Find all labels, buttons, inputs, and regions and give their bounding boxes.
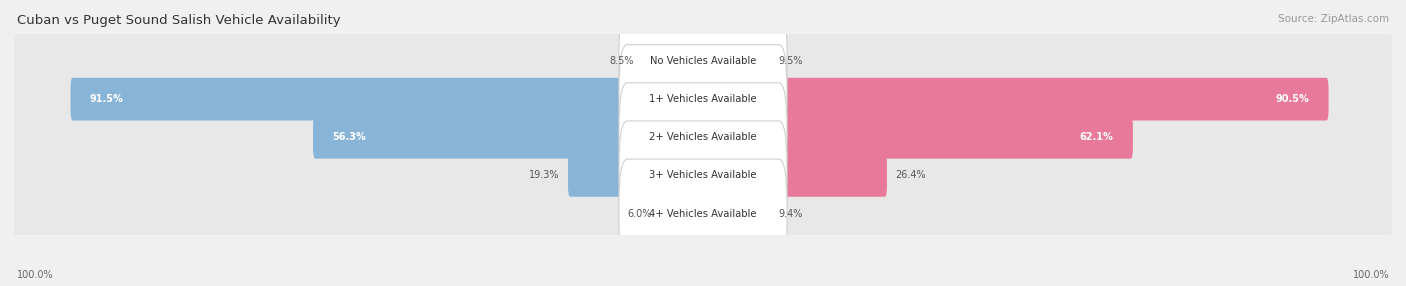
FancyBboxPatch shape bbox=[14, 66, 1392, 132]
FancyBboxPatch shape bbox=[14, 181, 1392, 246]
Text: 62.1%: 62.1% bbox=[1080, 132, 1114, 142]
FancyBboxPatch shape bbox=[14, 143, 1392, 208]
Text: 26.4%: 26.4% bbox=[896, 170, 925, 180]
FancyBboxPatch shape bbox=[314, 116, 704, 159]
Text: Source: ZipAtlas.com: Source: ZipAtlas.com bbox=[1278, 14, 1389, 24]
FancyBboxPatch shape bbox=[659, 192, 704, 235]
Text: Cuban vs Puget Sound Salish Vehicle Availability: Cuban vs Puget Sound Salish Vehicle Avai… bbox=[17, 14, 340, 27]
Text: 4+ Vehicles Available: 4+ Vehicles Available bbox=[650, 208, 756, 219]
Text: 90.5%: 90.5% bbox=[1275, 94, 1309, 104]
FancyBboxPatch shape bbox=[619, 159, 787, 268]
FancyBboxPatch shape bbox=[702, 116, 1133, 159]
FancyBboxPatch shape bbox=[702, 78, 1329, 120]
Text: 91.5%: 91.5% bbox=[90, 94, 124, 104]
FancyBboxPatch shape bbox=[643, 40, 704, 82]
FancyBboxPatch shape bbox=[619, 7, 787, 116]
FancyBboxPatch shape bbox=[702, 40, 770, 82]
Text: 6.0%: 6.0% bbox=[627, 208, 651, 219]
Text: No Vehicles Available: No Vehicles Available bbox=[650, 56, 756, 66]
Text: 8.5%: 8.5% bbox=[610, 56, 634, 66]
FancyBboxPatch shape bbox=[702, 154, 887, 197]
FancyBboxPatch shape bbox=[568, 154, 704, 197]
FancyBboxPatch shape bbox=[619, 121, 787, 230]
FancyBboxPatch shape bbox=[14, 104, 1392, 170]
FancyBboxPatch shape bbox=[702, 192, 770, 235]
FancyBboxPatch shape bbox=[70, 78, 704, 120]
Text: 3+ Vehicles Available: 3+ Vehicles Available bbox=[650, 170, 756, 180]
Text: 56.3%: 56.3% bbox=[332, 132, 366, 142]
FancyBboxPatch shape bbox=[619, 83, 787, 192]
FancyBboxPatch shape bbox=[619, 45, 787, 154]
Text: 100.0%: 100.0% bbox=[1353, 270, 1389, 280]
Text: 9.5%: 9.5% bbox=[779, 56, 803, 66]
Text: 9.4%: 9.4% bbox=[778, 208, 803, 219]
Text: 2+ Vehicles Available: 2+ Vehicles Available bbox=[650, 132, 756, 142]
Text: 1+ Vehicles Available: 1+ Vehicles Available bbox=[650, 94, 756, 104]
Text: 100.0%: 100.0% bbox=[17, 270, 53, 280]
Text: 19.3%: 19.3% bbox=[529, 170, 560, 180]
FancyBboxPatch shape bbox=[14, 28, 1392, 94]
